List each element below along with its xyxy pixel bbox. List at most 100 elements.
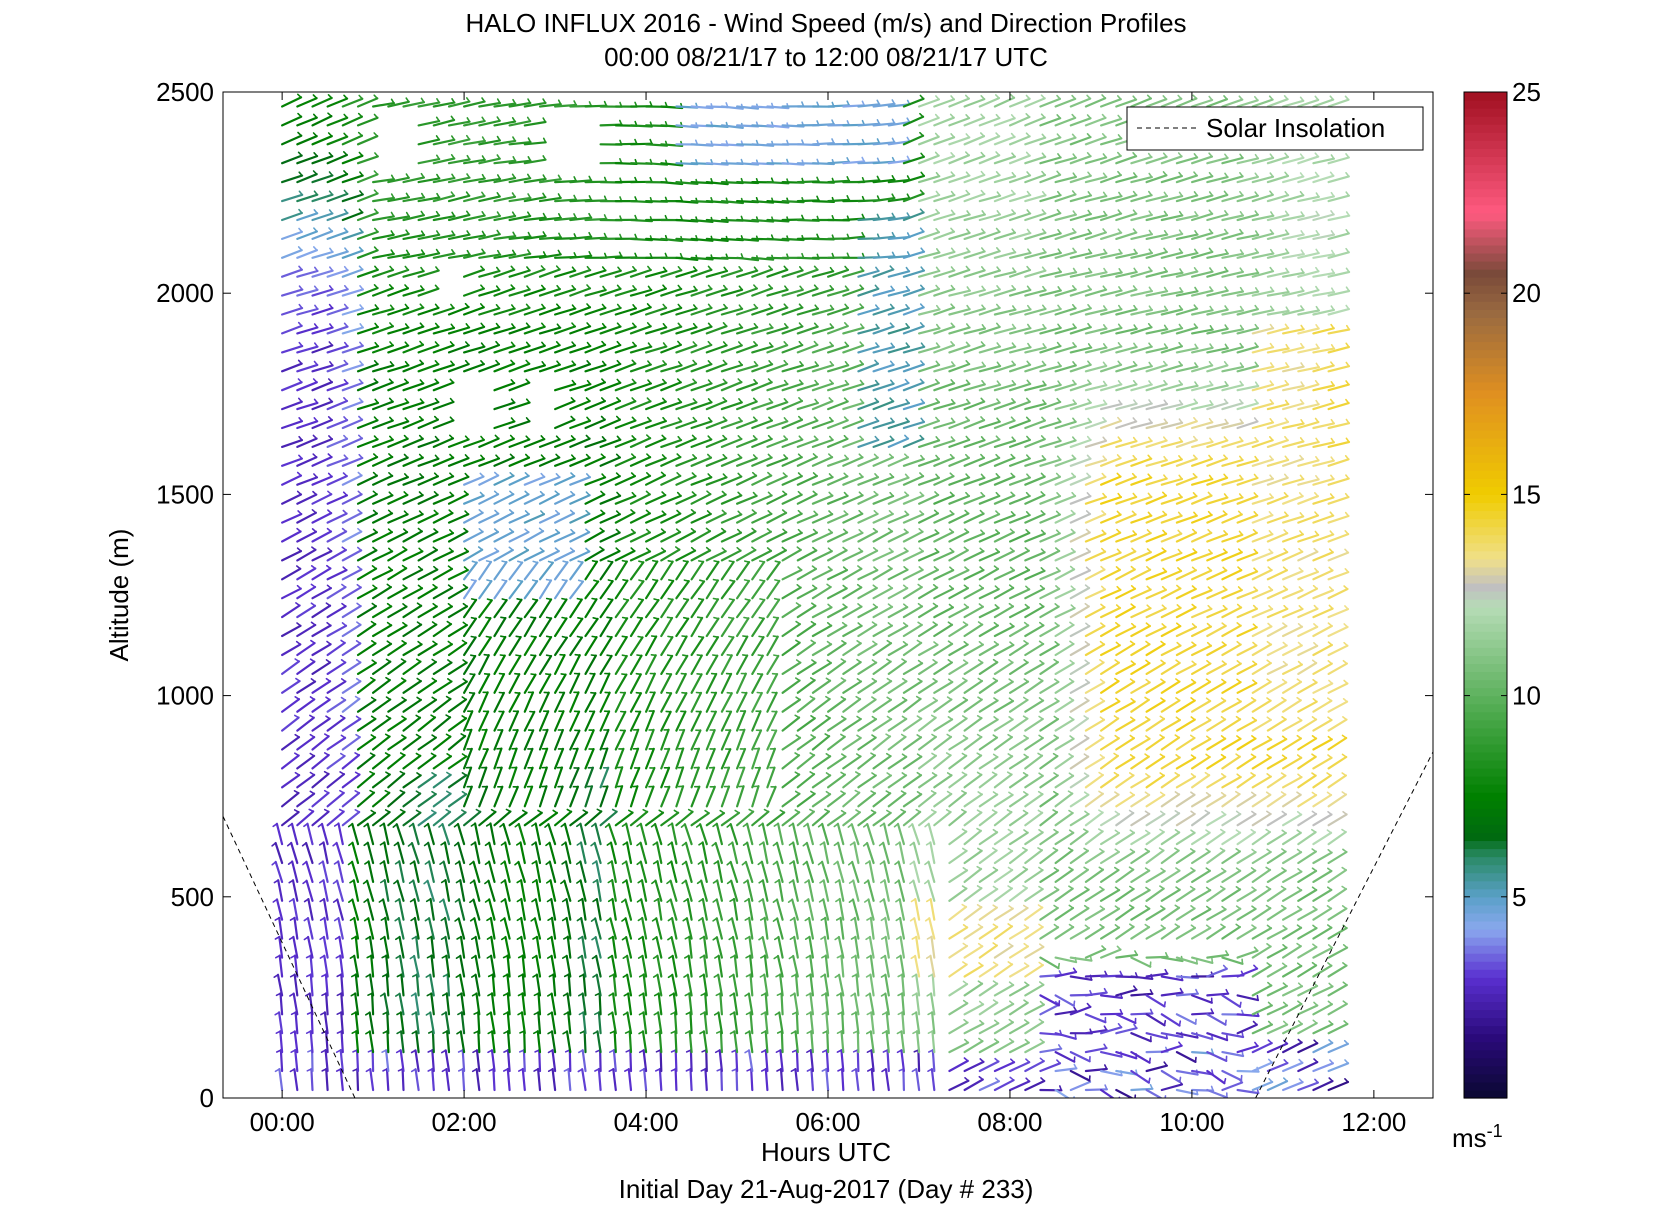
wind-barb	[963, 344, 986, 354]
wind-barb-tick	[621, 917, 627, 922]
wind-barb-tick	[1008, 981, 1015, 986]
wind-barb	[584, 400, 607, 411]
wind-barb	[731, 841, 739, 865]
wind-barb	[629, 456, 652, 467]
wind-barb	[493, 456, 515, 467]
wind-barb-tick	[979, 132, 985, 137]
wind-barb-tick	[481, 136, 486, 142]
wind-barb-tick	[526, 116, 532, 122]
wind-barb-tick	[395, 1049, 402, 1054]
wind-barb-tick	[1011, 360, 1016, 366]
wind-barb-tick	[373, 283, 379, 289]
wind-barb-tick	[588, 175, 593, 182]
wind-barb	[902, 810, 922, 827]
wind-barb	[311, 567, 332, 581]
wind-barb-tick	[660, 547, 666, 553]
wind-barb-tick	[851, 973, 858, 978]
wind-barb	[473, 879, 481, 902]
wind-barb-tick	[590, 917, 597, 922]
wind-barb-tick	[420, 210, 425, 216]
wind-barb	[553, 785, 564, 808]
wind-barb-tick	[650, 635, 658, 638]
wind-barb-tick	[965, 114, 970, 119]
wind-barb-tick	[511, 211, 516, 217]
wind-barb-tick	[555, 303, 561, 309]
wind-barb-tick	[646, 416, 652, 422]
wind-barb-tick	[744, 917, 751, 921]
wind-barb	[493, 766, 503, 789]
wind-barb	[993, 549, 1015, 562]
wind-barb-tick	[295, 565, 302, 570]
wind-barb-tick	[620, 898, 627, 904]
wind-barb	[902, 513, 925, 524]
wind-barb-tick	[466, 230, 471, 236]
wind-barb-tick	[651, 879, 657, 885]
wind-barb-tick	[349, 954, 356, 960]
wind-barb-tick	[722, 284, 728, 290]
wind-barb	[671, 954, 678, 978]
wind-barb	[933, 494, 955, 505]
wind-barb	[567, 1067, 572, 1092]
wind-barb-tick	[390, 211, 395, 218]
wind-barb	[644, 457, 667, 467]
wind-barb-tick	[891, 99, 896, 105]
wind-barb-tick	[374, 152, 379, 158]
wind-barb-tick	[905, 266, 910, 273]
wind-barb-tick	[296, 527, 302, 533]
wind-barb	[978, 364, 1002, 373]
wind-barb-tick	[992, 677, 998, 682]
wind-barb-tick	[760, 1049, 767, 1053]
wind-barb	[444, 1049, 451, 1073]
wind-barb-tick	[889, 360, 895, 366]
wind-barb	[336, 898, 344, 921]
wind-barb-tick	[496, 211, 501, 217]
wind-barb	[478, 307, 501, 316]
wind-barb-tick	[370, 639, 377, 645]
wind-barb-tick	[682, 616, 690, 620]
wind-barb-tick	[516, 898, 523, 903]
wind-barb	[387, 698, 407, 713]
wind-barb-tick	[341, 546, 347, 551]
wind-barb-tick	[465, 323, 470, 329]
wind-barb	[447, 586, 469, 600]
wind-barb-tick	[758, 898, 764, 903]
wind-barb	[351, 822, 360, 846]
wind-barb	[963, 773, 983, 789]
wind-barb	[902, 755, 923, 770]
wind-barb-tick	[586, 303, 591, 309]
wind-barb-tick	[646, 453, 651, 459]
wind-barb-tick	[303, 898, 310, 903]
wind-barb	[341, 753, 361, 770]
wind-barb-tick	[608, 935, 614, 940]
wind-barb	[917, 1048, 921, 1073]
wind-barb	[429, 973, 435, 997]
wind-barb-tick	[434, 435, 440, 441]
wind-barb-tick	[493, 490, 499, 496]
wind-barb	[900, 1030, 906, 1054]
wind-barb-tick	[571, 379, 577, 385]
wind-barb	[644, 270, 668, 278]
wind-barb-tick	[511, 249, 517, 256]
wind-barb	[705, 530, 727, 543]
wind-barb-tick	[745, 973, 752, 978]
wind-barb-tick	[736, 528, 742, 534]
wind-barb-tick	[577, 954, 583, 959]
wind-barb-tick	[606, 654, 613, 657]
wind-barb	[690, 691, 703, 713]
wind-barb-tick	[864, 860, 871, 865]
wind-barb-tick	[457, 1049, 464, 1053]
wind-barb-tick	[919, 303, 925, 309]
wind-barb-tick	[721, 490, 727, 496]
wind-barb	[538, 673, 552, 694]
wind-barb	[493, 785, 504, 808]
wind-barb-tick	[425, 973, 432, 978]
wind-barb	[398, 992, 405, 1016]
wind-barb	[625, 973, 633, 997]
wind-barb-tick	[855, 753, 862, 758]
wind-barb	[851, 860, 860, 884]
wind-barb	[372, 287, 394, 297]
wind-barb	[660, 728, 670, 751]
wind-barb	[387, 624, 408, 638]
wind-barb-tick	[745, 1011, 752, 1016]
wind-barb-tick	[875, 323, 880, 329]
